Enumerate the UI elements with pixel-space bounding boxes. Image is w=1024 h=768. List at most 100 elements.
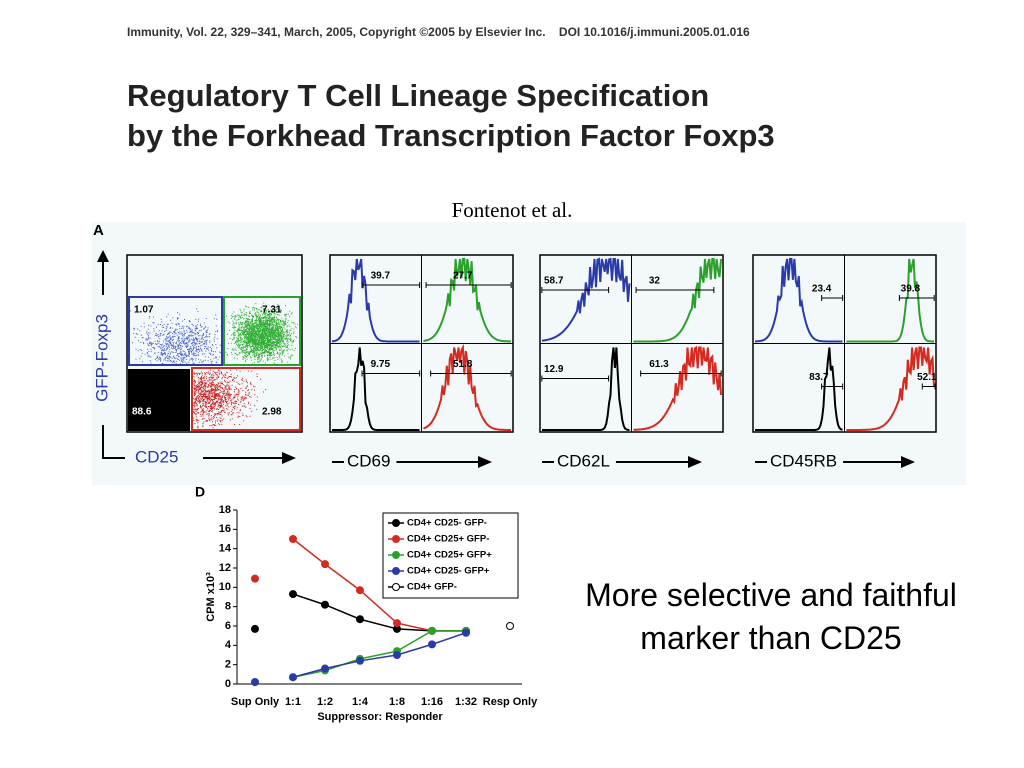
gate-value: 39.7 (371, 271, 391, 282)
histogram (541, 257, 631, 342)
panel-label: A (93, 222, 104, 239)
arrow-head (688, 456, 702, 468)
gate-value: 27.7 (453, 271, 473, 282)
gate-value: 1.07 (134, 305, 154, 316)
data-point (289, 535, 297, 543)
histogram (423, 258, 512, 343)
data-point (393, 619, 401, 628)
gate-value: 39.8 (901, 284, 921, 295)
arrow-head (901, 456, 915, 468)
gate-value: 61.3 (649, 359, 669, 370)
gate-bracket (921, 383, 936, 390)
legend-label: CD4+ CD25+ GFP- (407, 534, 489, 545)
y-tick-label: 12 (219, 562, 231, 574)
legend-label: CD4+ CD25- GFP- (407, 518, 487, 529)
y-tick-label: 6 (225, 620, 231, 632)
arrow-head (97, 250, 109, 262)
caption-line: marker than CD25 (640, 620, 902, 656)
scatter-dots (225, 302, 300, 365)
gate-value: 9.75 (371, 359, 391, 370)
data-point (428, 640, 436, 649)
histogram (332, 347, 420, 431)
arrow-head (282, 452, 296, 464)
gate-value: 83.7 (809, 372, 829, 383)
title-line: Regulatory T Cell Lineage Specification (127, 78, 710, 113)
quadrant-divider (330, 255, 513, 432)
x-axis-label: CD25 (135, 447, 178, 466)
quadrant-divider (540, 255, 723, 432)
legend-label: CD4+ GFP- (407, 582, 457, 593)
legend-label: CD4+ CD25+ GFP+ (407, 550, 492, 561)
x-tick-label: Resp Only (483, 696, 538, 708)
gate-bracket (430, 370, 512, 377)
x-tick-label: 1:1 (285, 696, 301, 708)
gate-value: 32 (649, 276, 661, 287)
histogram (633, 258, 722, 343)
histogram (846, 258, 934, 343)
gate-bracket (898, 295, 935, 301)
y-axis-label: CPM x10³ (205, 572, 217, 622)
data-point (251, 678, 259, 687)
gate-bracket (541, 375, 610, 382)
gate-value: 7.31 (262, 305, 282, 316)
data-point (289, 590, 297, 599)
gate-bracket (635, 287, 715, 293)
gate-value: 52.1 (917, 372, 937, 383)
quadrant-divider (753, 255, 936, 432)
x-tick-label: 1:2 (317, 696, 333, 708)
x-tick-label: Sup Only (231, 696, 280, 708)
legend-label: CD4+ CD25- GFP+ (407, 566, 490, 577)
data-point (289, 673, 297, 682)
histogram (331, 258, 420, 343)
gate-value: 51.8 (453, 359, 473, 370)
legend-marker (392, 551, 400, 559)
plot-frame (126, 254, 303, 433)
panel-label: D (195, 484, 205, 500)
gate-value: 88.6 (132, 407, 152, 418)
gate-value: 2.98 (262, 407, 282, 418)
data-point (321, 600, 329, 609)
data-point (356, 586, 364, 595)
gate-bracket (541, 287, 610, 293)
data-point (428, 626, 436, 635)
x-tick-label: 1:16 (421, 696, 443, 708)
x-tick-label: 1:8 (389, 696, 405, 708)
axis-arrow (102, 258, 125, 459)
gate (191, 367, 301, 431)
gate-bracket (640, 370, 722, 377)
y-axis-label: GFP-Foxp3 (92, 314, 111, 402)
scatter-dots (193, 369, 267, 431)
gate (223, 296, 301, 366)
data-point (356, 656, 364, 665)
x-axis-label: CD69 (347, 451, 390, 470)
arrow-head (478, 456, 492, 468)
x-axis-label: CD45RB (770, 451, 837, 470)
author: Fontenot et al. (451, 198, 573, 222)
gate-bracket (821, 383, 844, 390)
legend-box (382, 512, 519, 599)
gate-bracket (821, 295, 844, 301)
y-tick-label: 10 (219, 581, 231, 593)
data-point (251, 574, 259, 583)
y-tick-label: 8 (225, 601, 231, 613)
caption-line: More selective and faithful (585, 577, 957, 613)
title-line: by the Forkhead Transcription Factor Fox… (127, 118, 775, 153)
legend-marker (392, 583, 400, 591)
gate-bracket (361, 370, 421, 377)
legend-marker (392, 519, 400, 527)
data-point (251, 624, 259, 633)
y-tick-label: 16 (219, 523, 231, 535)
y-tick-label: 2 (225, 659, 231, 671)
legend-marker (392, 535, 400, 543)
x-tick-label: 1:32 (455, 696, 477, 708)
gate-bracket (425, 282, 512, 288)
gate-bracket (361, 282, 421, 288)
y-tick-label: 0 (225, 678, 231, 690)
histogram (755, 258, 843, 343)
histogram (423, 343, 511, 431)
gate (128, 296, 223, 366)
data-point (356, 615, 364, 624)
histogram (755, 347, 843, 431)
histogram (846, 346, 935, 431)
